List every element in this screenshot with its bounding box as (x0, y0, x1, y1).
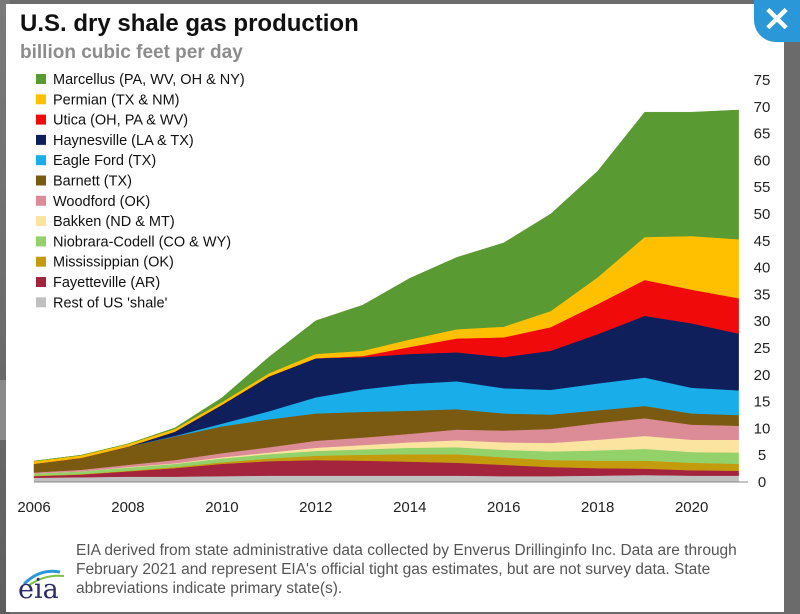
chart-card: U.S. dry shale gas production billion cu… (6, 4, 784, 612)
legend-label: Bakken (ND & MT) (53, 214, 175, 230)
y-tick-label: 70 (754, 99, 771, 116)
legend-label: Barnett (TX) (53, 174, 132, 190)
legend-swatch (36, 175, 46, 186)
legend-label: Woodford (OK) (53, 194, 150, 210)
y-tick-label: 65 (754, 126, 771, 143)
legend-swatch (36, 114, 46, 125)
x-tick-label: 2012 (299, 499, 332, 516)
legend-swatch (36, 94, 46, 105)
background-strip (0, 380, 10, 440)
y-tick-label: 10 (754, 420, 771, 437)
y-tick-label: 15 (754, 394, 771, 411)
y-tick-label: 20 (754, 367, 771, 384)
legend-swatch (36, 216, 46, 227)
y-tick-label: 35 (754, 286, 771, 303)
legend-swatch (36, 297, 46, 308)
legend-label: Rest of US 'shale' (53, 295, 168, 311)
legend-swatch (36, 256, 46, 267)
legend-swatch (36, 134, 46, 145)
x-tick-label: 2020 (675, 499, 708, 516)
legend-label: Permian (TX & NM) (53, 92, 180, 108)
background-panel (0, 0, 10, 614)
y-tick-label: 75 (754, 72, 771, 89)
x-tick-label: 2014 (393, 499, 426, 516)
legend-label: Fayetteville (AR) (53, 275, 160, 291)
eia-logo: eia (18, 574, 59, 605)
legend-swatch (36, 277, 46, 287)
y-tick-label: 55 (754, 179, 771, 196)
chart-title: U.S. dry shale gas production (20, 10, 359, 37)
eia-logo-swoosh (22, 569, 65, 587)
legend-label: Utica (OH, PA & WV) (53, 113, 188, 129)
shale-gas-chart: 2006 2008 2010 2012 2014 2016 2018 2020 0 5 10 15 20… (17, 72, 771, 516)
legend-swatch (36, 74, 46, 84)
y-tick-label: 25 (754, 340, 771, 357)
x-tick-label: 2018 (581, 499, 614, 516)
close-icon[interactable]: ✕ (754, 0, 800, 42)
footnote: EIA derived from state administrative da… (76, 542, 737, 597)
legend-label: Eagle Ford (TX) (53, 153, 156, 169)
x-tick-label: 2008 (111, 499, 144, 516)
legend-label: Niobrara-Codell (CO & WY) (53, 234, 231, 250)
legend-swatch (36, 236, 46, 247)
y-tick-label: 50 (754, 206, 771, 223)
y-tick-label: 0 (758, 474, 766, 491)
area-marcellus-pa-wv-oh-ny (33, 109, 739, 462)
legend-label: Mississippian (OK) (53, 255, 174, 271)
y-tick-label: 5 (758, 447, 766, 464)
y-tick-label: 45 (754, 233, 771, 250)
x-tick-label: 2006 (17, 499, 50, 516)
legend-swatch (36, 155, 46, 166)
x-tick-label: 2016 (487, 499, 520, 516)
y-tick-label: 30 (754, 313, 771, 330)
x-tick-label: 2010 (205, 499, 238, 516)
y-tick-label: 60 (754, 152, 771, 169)
legend-label: Haynesville (LA & TX) (53, 133, 194, 149)
y-tick-label: 40 (754, 260, 771, 277)
chart-subtitle: billion cubic feet per day (20, 42, 243, 63)
legend-label: Marcellus (PA, WV, OH & NY) (53, 72, 245, 88)
legend-swatch (36, 195, 46, 206)
